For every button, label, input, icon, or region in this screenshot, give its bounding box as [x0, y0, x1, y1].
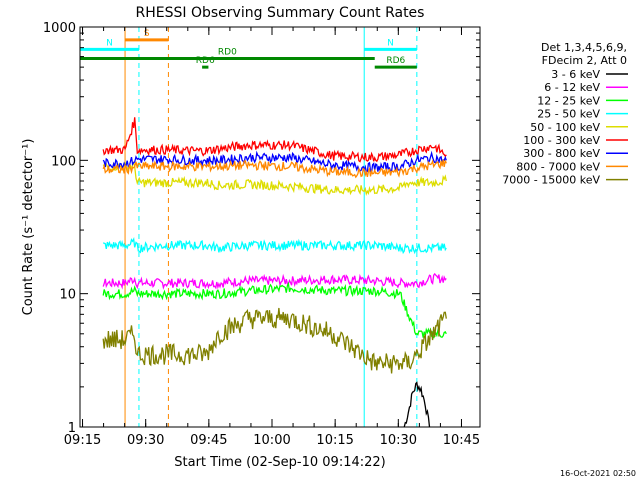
y-axis-label: Count Rate (s⁻¹ detector⁻¹): [21, 139, 36, 316]
series-line-5: [102, 117, 447, 163]
chart-title: RHESSI Observing Summary Count Rates: [136, 5, 425, 21]
annotation-label-1: N: [106, 38, 113, 48]
y-tick-label-1: 10: [59, 288, 76, 303]
legend-label-8: 7000 - 15000 keV: [502, 174, 600, 187]
series-line-8: [102, 307, 447, 374]
axes: 1 10 100 1000 09:15 09:30 09:45 10:00 10:15 10:30…: [43, 21, 480, 448]
annotation-label-4: RD6: [196, 56, 215, 66]
legend-label-1: 6 - 12 keV: [544, 81, 600, 94]
series-line-6: [102, 150, 447, 174]
series-line-3: [103, 237, 447, 255]
x-tick-label-6: 10:45: [443, 433, 480, 448]
legend-label-2: 12 - 25 keV: [537, 94, 600, 107]
x-tick-label-3: 10:00: [253, 433, 290, 448]
series-line-7: [102, 159, 447, 179]
series-line-2: [102, 281, 447, 339]
legend-label-4: 50 - 100 keV: [530, 121, 600, 134]
annotation-label-3: RD0: [218, 48, 237, 58]
series-line-0: [403, 381, 431, 428]
annotation-label-2: N: [387, 38, 394, 48]
x-tick-label-0: 09:15: [64, 433, 101, 448]
x-tick-label-2: 09:45: [190, 433, 227, 448]
x-tick-label-4: 10:15: [316, 433, 353, 448]
legend-label-7: 800 - 7000 keV: [516, 160, 600, 173]
x-tick-label-1: 09:30: [127, 433, 164, 448]
y-tick-label-3: 1000: [43, 21, 76, 36]
timestamp: 16-Oct-2021 02:50: [560, 469, 636, 478]
legend-header-1: FDecim 2, Att 0: [542, 54, 627, 67]
legend: Det 1,3,4,5,6,9,FDecim 2, Att 03 - 6 keV…: [502, 41, 628, 187]
series-line-4: [102, 160, 447, 196]
legend-label-3: 25 - 50 keV: [537, 108, 600, 121]
series-line-1: [102, 272, 447, 290]
annotation-label-5: RD6: [386, 56, 405, 66]
x-tick-label-5: 10:30: [380, 433, 417, 448]
plot-frame: [79, 26, 481, 428]
legend-label-5: 100 - 300 keV: [523, 134, 600, 147]
y-tick-label-2: 100: [51, 154, 76, 169]
legend-label-6: 300 - 800 keV: [523, 147, 600, 160]
legend-header-0: Det 1,3,4,5,6,9,: [541, 41, 627, 54]
y-tick-label-0: 1: [68, 421, 76, 436]
x-axis-label: Start Time (02-Sep-10 09:14:22): [174, 455, 385, 470]
annotation-label-0: S: [144, 29, 150, 39]
legend-label-0: 3 - 6 keV: [551, 68, 600, 81]
